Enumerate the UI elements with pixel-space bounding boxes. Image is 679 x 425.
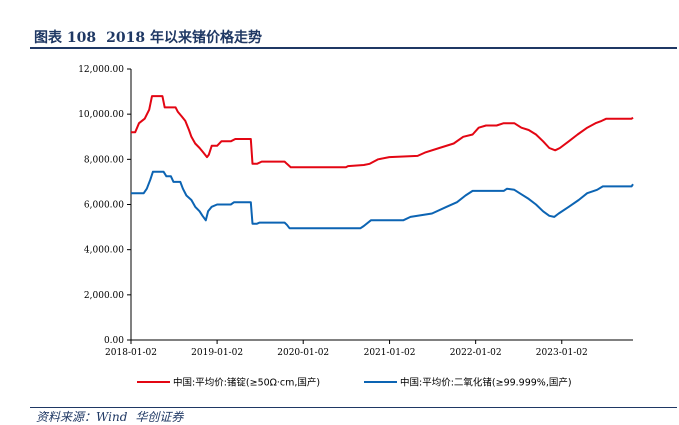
series-line-1 (131, 95, 634, 169)
series-line-2 (131, 170, 634, 230)
bottom-rule (30, 407, 677, 408)
x-tick-label: 2019-01-02 (191, 348, 243, 358)
y-tick-label: 6,000.00 (84, 201, 124, 211)
source-note: 资料来源：Wind 华创证券 (36, 408, 183, 425)
y-tick-label: 12,000.00 (78, 65, 124, 75)
chart-axes (127, 68, 633, 344)
figure-title: 图表 108 2018 年以来锗价格走势 (34, 27, 262, 47)
y-tick-label: 10,000.00 (78, 110, 124, 120)
x-tick-labels: 2018-01-02 2019-01-02 2020-01-02 2021-01-02… (105, 348, 588, 358)
y-tick-label: 8,000.00 (84, 155, 124, 165)
x-tick-label: 2023-01-02 (536, 348, 588, 358)
legend-label-2: 中国:平均价:二氧化锗(≥99.999%,国产) (400, 377, 572, 389)
figure-title-text: 2018 年以来锗价格走势 (106, 30, 262, 46)
price-chart: 0.00 2,000.00 4,000.00 6,000.00 8,000.00 10,0… (78, 65, 634, 389)
figure-label: 图表 108 (34, 30, 97, 46)
title-rule (30, 47, 677, 49)
series-layer (131, 95, 634, 230)
x-tick-label: 2021-01-02 (364, 348, 416, 358)
y-tick-label: 2,000.00 (84, 291, 124, 301)
x-tick-label: 2018-01-02 (105, 348, 157, 358)
x-tick-label: 2020-01-02 (277, 348, 329, 358)
source-prefix: 资料来源：Wind (36, 410, 128, 424)
y-tick-labels: 0.00 2,000.00 4,000.00 6,000.00 8,000.00 10,0… (78, 65, 124, 346)
chart-legend: 中国:平均价:锗锭(≥50Ω·cm,国产) 中国:平均价:二氧化锗(≥99.999… (137, 377, 572, 389)
x-tick-label: 2022-01-02 (450, 348, 502, 358)
source-org: 华创证券 (135, 410, 184, 424)
y-tick-label: 0.00 (104, 336, 124, 346)
legend-label-1: 中国:平均价:锗锭(≥50Ω·cm,国产) (173, 377, 320, 389)
y-tick-label: 4,000.00 (84, 246, 124, 256)
